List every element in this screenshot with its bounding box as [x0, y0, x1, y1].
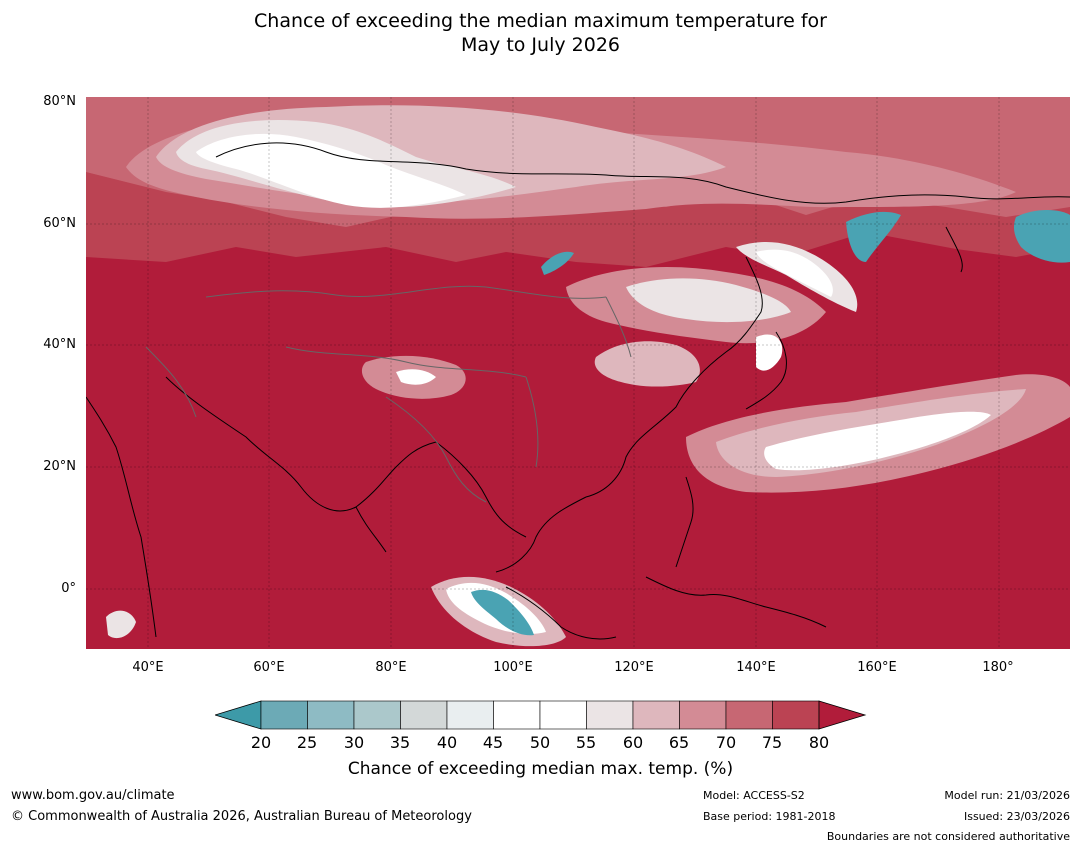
footer-url[interactable]: www.bom.gov.au/climate: [11, 788, 175, 803]
forecast-map: [86, 97, 1070, 649]
colorbar-tick-55: 55: [575, 733, 597, 752]
pacific-band-white: [764, 411, 991, 471]
colorbar-tick-65: 65: [668, 733, 690, 752]
footer-base-period: Base period: 1981-2018: [703, 810, 836, 823]
colorbar-segment-25-30: [307, 700, 355, 730]
mongolia-patch-55: [626, 278, 791, 323]
colorbar: [215, 700, 867, 730]
colorbar-segment-70-75: [725, 700, 773, 730]
lon-label-120e: 120°E: [614, 660, 654, 675]
colorbar-segment-65-70: [679, 700, 727, 730]
baikal-patch-low: [541, 251, 574, 275]
colorbar-tick-25: 25: [296, 733, 318, 752]
colorbar-tick-60: 60: [622, 733, 644, 752]
footer-model: Model: ACCESS-S2: [703, 789, 805, 802]
colorbar-tick-80: 80: [808, 733, 830, 752]
colorbar-tick-70: 70: [715, 733, 737, 752]
colorbar-tick-45: 45: [482, 733, 504, 752]
footer-issued: Issued: 23/03/2026: [963, 810, 1070, 823]
tibet-patch-white: [396, 369, 436, 385]
country-borders: [145, 285, 632, 503]
colorbar-low-arrow: [215, 700, 262, 730]
colorbar-segment-60-65: [632, 700, 680, 730]
colorbar-segment-45-50: [493, 700, 541, 730]
lon-label-180: 180°: [982, 660, 1014, 675]
map-title-line-2: May to July 2026: [461, 34, 620, 56]
footer-boundaries-note: Boundaries are not considered authoritat…: [826, 830, 1070, 843]
colorbar-tick-20: 20: [250, 733, 272, 752]
lon-label-80e: 80°E: [375, 660, 407, 675]
lon-label-140e: 140°E: [736, 660, 776, 675]
lat-label-60n: 60°N: [43, 216, 76, 231]
lon-label-160e: 160°E: [857, 660, 897, 675]
colorbar-label: Chance of exceeding median max. temp. (%…: [347, 759, 734, 779]
colorbar-tick-50: 50: [529, 733, 551, 752]
bering-patch-low: [1013, 210, 1070, 263]
lat-label-20n: 20°N: [43, 459, 76, 474]
colorbar-tick-35: 35: [389, 733, 411, 752]
lon-label-100e: 100°E: [493, 660, 533, 675]
colorbar-segment-40-45: [446, 700, 494, 730]
colorbar-tick-75: 75: [761, 733, 783, 752]
lat-label-0: 0°: [61, 581, 76, 596]
map-gridlines: [86, 97, 1070, 649]
map-title-line-1: Chance of exceeding the median maximum t…: [254, 10, 827, 32]
colorbar-segment-30-35: [353, 700, 401, 730]
lat-label-40n: 40°N: [43, 337, 76, 352]
colorbar-tick-40: 40: [436, 733, 458, 752]
footer-model-run: Model run: 21/03/2026: [944, 789, 1070, 802]
lat-label-80n: 80°N: [43, 94, 76, 109]
japan-patch-60: [594, 341, 700, 387]
colorbar-segment-50-55: [539, 700, 587, 730]
okhotsk-patch-white: [756, 249, 833, 297]
footer-copyright: © Commonwealth of Australia 2026, Austra…: [11, 809, 472, 824]
coastlines: [86, 142, 1070, 640]
kamchatka-patch-low: [846, 211, 901, 262]
sumatra-patch-low: [471, 589, 534, 636]
colorbar-segment-55-60: [586, 700, 634, 730]
africa-patch-white: [106, 610, 136, 639]
lon-label-40e: 40°E: [132, 660, 164, 675]
colorbar-segment-35-40: [400, 700, 448, 730]
colorbar-tick-30: 30: [343, 733, 365, 752]
map-svg: [86, 97, 1070, 649]
colorbar-segment-75-80: [772, 700, 820, 730]
japan-patch-white: [756, 334, 783, 371]
colorbar-high-arrow: [818, 700, 867, 730]
colorbar-segment-20-25: [260, 700, 308, 730]
lon-label-60e: 60°E: [253, 660, 285, 675]
north-band-50: [196, 133, 466, 208]
